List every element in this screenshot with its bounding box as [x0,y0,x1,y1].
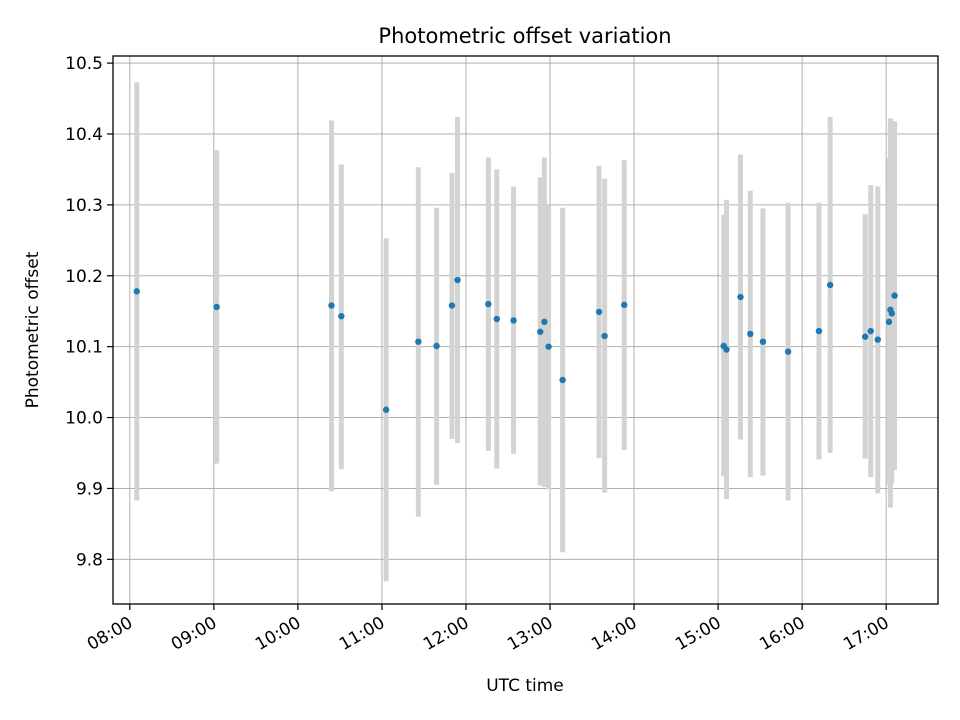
y-tick-label: 10.1 [65,338,103,358]
data-point [213,303,220,311]
data-point [485,300,492,308]
data-point [328,302,335,309]
plot-area-frame [112,55,939,605]
data-point [510,317,517,324]
y-tick-label: 9.9 [76,479,103,499]
data-point [415,338,422,345]
data-point [888,310,895,317]
data-point [826,281,834,289]
data-point [133,288,141,295]
y-axis-label: Photometric offset [23,251,43,408]
data-point [874,336,881,343]
data-point [737,293,744,301]
data-point [541,318,548,326]
grid-lines [113,56,938,604]
data-point [885,318,893,326]
data-point [621,301,628,309]
data-point [601,332,608,340]
data-point [559,376,566,384]
data-point [537,328,544,335]
data-point [545,343,552,350]
data-points [133,276,898,413]
y-tick-label: 10.0 [65,409,103,429]
data-point [493,315,500,323]
y-tick-label: 10.2 [65,267,103,287]
data-point [433,342,440,350]
data-point [867,327,874,335]
data-point [815,327,823,335]
data-point [382,406,390,413]
x-axis-label: UTC time [486,676,564,696]
y-tick-label: 10.5 [65,54,103,74]
data-point [595,308,603,316]
data-point [338,312,345,320]
data-point [454,276,461,284]
data-point [747,330,754,338]
data-point [759,338,767,345]
data-point [723,346,730,353]
data-point [784,348,792,355]
data-point [891,292,898,299]
data-point [861,333,869,340]
data-point [448,302,456,309]
chart-title: Photometric offset variation [378,24,671,48]
y-tick-label: 10.4 [65,125,103,145]
y-tick-label: 10.3 [65,196,103,216]
y-tick-label: 9.8 [76,550,103,570]
